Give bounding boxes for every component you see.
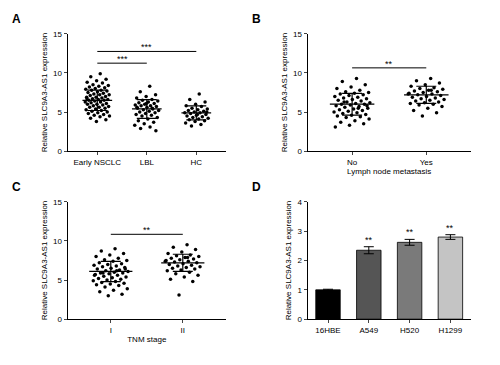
svg-text:H1299: H1299 [439,326,463,335]
svg-text:0: 0 [58,315,63,324]
svg-text:H520: H520 [400,326,420,335]
svg-text:Lymph node metastasis: Lymph node metastasis [347,167,431,176]
svg-text:Relative SLC9A3-AS1 expression: Relative SLC9A3-AS1 expression [280,33,289,153]
svg-text:D: D [252,180,261,194]
svg-text:**: ** [446,223,454,233]
svg-text:***: *** [141,42,152,52]
svg-text:4: 4 [298,198,303,207]
svg-text:Early NSCLC: Early NSCLC [74,158,122,167]
svg-text:15: 15 [53,198,62,207]
svg-text:LBL: LBL [140,158,155,167]
svg-text:No: No [347,158,358,167]
svg-text:**: ** [365,235,373,245]
svg-text:HC: HC [191,158,203,167]
svg-text:Relative SLC9A3-AS1 expression: Relative SLC9A3-AS1 expression [284,201,293,321]
svg-text:Yes: Yes [420,158,433,167]
svg-text:15: 15 [293,30,302,39]
svg-text:C: C [12,180,21,194]
svg-text:A549: A549 [359,326,378,335]
svg-text:15: 15 [53,30,62,39]
svg-text:5: 5 [298,108,303,117]
svg-text:**: ** [143,225,151,235]
svg-text:10: 10 [53,237,62,246]
svg-text:3: 3 [298,227,303,236]
svg-text:16HBE: 16HBE [315,326,340,335]
svg-text:A: A [12,12,21,26]
svg-text:II: II [181,326,185,335]
svg-text:2: 2 [298,256,303,265]
svg-text:5: 5 [58,108,63,117]
svg-text:**: ** [385,59,393,69]
svg-text:TNM stage: TNM stage [127,335,167,344]
svg-text:Relative SLC9A3-AS1 expression: Relative SLC9A3-AS1 expression [40,33,49,153]
svg-text:1: 1 [298,286,303,295]
svg-text:0: 0 [58,147,63,156]
svg-text:***: *** [117,54,128,64]
svg-text:5: 5 [58,276,63,285]
svg-text:I: I [110,326,112,335]
svg-text:0: 0 [298,147,303,156]
svg-text:0: 0 [298,315,303,324]
svg-text:10: 10 [293,69,302,78]
svg-text:Relative SLC9A3-AS1 expression: Relative SLC9A3-AS1 expression [40,201,49,321]
svg-text:B: B [252,12,261,26]
svg-text:**: ** [406,227,414,237]
svg-text:10: 10 [53,69,62,78]
